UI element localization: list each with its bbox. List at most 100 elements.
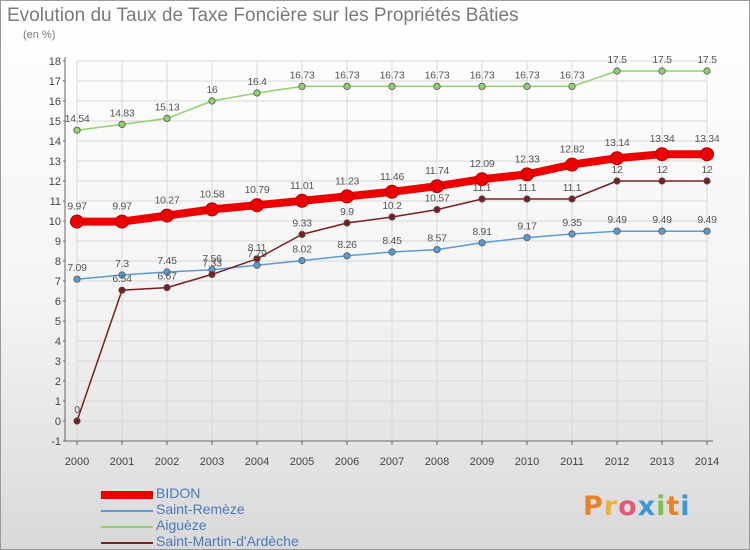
data-point (163, 114, 171, 123)
x-tick-label: 2000 (65, 456, 89, 468)
x-tick-label: 2006 (335, 456, 359, 468)
data-label: 11.46 (380, 171, 404, 183)
data-point (253, 89, 261, 97)
data-point (388, 213, 396, 221)
data-point (520, 167, 534, 182)
data-point (163, 283, 171, 292)
data-point (343, 219, 351, 227)
x-tick-label: 2004 (245, 456, 269, 468)
y-tick-label: 3 (55, 356, 61, 368)
data-label: 7.3 (115, 258, 129, 270)
data-point (118, 286, 126, 294)
data-point (658, 177, 666, 185)
y-tick-label: 0 (55, 416, 61, 428)
data-point (205, 202, 219, 217)
data-label: 6.67 (157, 271, 177, 283)
data-point (343, 252, 351, 260)
legend-swatch-saint-martin (101, 542, 153, 544)
data-point (115, 214, 129, 229)
y-tick-label: 16 (49, 96, 61, 108)
data-point (385, 184, 399, 199)
y-tick-label: 11 (50, 196, 61, 208)
data-label: 16.73 (335, 69, 360, 81)
y-tick-label: 6 (55, 296, 61, 308)
data-label: 7.79 (247, 248, 267, 260)
series-3: 0 6.54 6.67 7.33 8.11 9.33 9.9 10.2 10.57 11.1 11.… (73, 164, 713, 425)
data-label: 16.73 (560, 69, 585, 81)
legend-swatch-aigueze (101, 526, 153, 528)
data-point (610, 151, 624, 166)
y-tick-label: 5 (55, 316, 61, 328)
data-label: 13.34 (650, 133, 675, 145)
data-point (613, 177, 621, 185)
data-point (388, 82, 396, 91)
data-point (655, 147, 669, 162)
chart-title: Evolution du Taux de Taxe Foncière sur l… (7, 5, 519, 26)
legend-label-aigueze: Aiguèze (156, 517, 207, 533)
data-label: 10.58 (200, 188, 225, 200)
logo-letter: x (637, 491, 657, 522)
data-point (433, 206, 441, 214)
x-tick-label: 2011 (560, 456, 584, 468)
data-label: 9.49 (697, 214, 717, 226)
data-label: 9.49 (652, 214, 672, 226)
data-label: 16.73 (470, 69, 495, 81)
y-tick-label: 9 (55, 236, 61, 248)
data-label: 16.73 (380, 69, 405, 81)
data-point (523, 234, 531, 242)
y-tick-label: 13 (49, 156, 61, 168)
data-point (433, 82, 441, 91)
x-tick-label: 2008 (425, 456, 449, 468)
data-label: 16.73 (425, 69, 450, 81)
data-point (340, 189, 354, 204)
data-label: 17.5 (607, 54, 627, 66)
data-label: 9.97 (67, 201, 87, 213)
data-label: 11.1 (473, 182, 492, 194)
series-2: 14.54 14.83 15.13 16 16.4 16.73 16.73 16.73 16.7… (65, 54, 717, 134)
data-point (568, 82, 576, 91)
series-0: 9.97 9.97 10.27 10.58 10.79 11.01 11.23 11.46 11… (67, 133, 720, 229)
x-tick-label: 2001 (110, 456, 134, 468)
data-point (430, 179, 444, 194)
data-point (250, 198, 264, 213)
x-tick-label: 2005 (290, 456, 314, 468)
data-label: 16.73 (290, 69, 315, 81)
data-point (298, 230, 306, 238)
data-point (703, 227, 711, 235)
data-label: 11.01 (290, 180, 314, 192)
data-label: 11.23 (335, 175, 359, 187)
data-label: 10.2 (382, 200, 402, 212)
data-point (700, 147, 714, 162)
data-point (478, 239, 486, 247)
data-point (703, 67, 711, 75)
data-label: 7.09 (67, 262, 87, 274)
logo-letter: r (603, 491, 619, 522)
data-point (478, 195, 486, 203)
data-point (388, 248, 396, 256)
data-point (613, 227, 621, 235)
data-point (298, 82, 306, 91)
x-tick-label: 2012 (605, 456, 629, 468)
legend-swatch-saint-remeze (101, 510, 153, 512)
data-label: 16.73 (515, 69, 540, 81)
data-label: 6.54 (112, 273, 132, 285)
data-label: 11.1 (563, 182, 582, 194)
series-1: 7.09 7.3 7.45 7.56 7.79 8.02 8.26 8.45 8.57 8.91 9… (67, 214, 717, 283)
data-point (703, 177, 711, 185)
y-tick-label: -1 (51, 436, 61, 448)
logo-letter: t (666, 491, 681, 522)
y-tick-label: 14 (49, 136, 61, 148)
data-point (613, 67, 621, 75)
data-point (298, 256, 306, 265)
y-tick-label: 7 (55, 276, 61, 288)
legend-swatch-bidon (101, 491, 153, 499)
legend-label-bidon: BIDON (156, 485, 201, 501)
x-tick-label: 2003 (200, 456, 224, 468)
data-point (475, 172, 489, 187)
data-label: 9.35 (562, 217, 582, 229)
data-label: 7.56 (202, 253, 222, 265)
data-label: 17.5 (652, 54, 672, 66)
legend-label-saint-remeze: Saint-Remèze (156, 501, 245, 517)
x-tick-label: 2007 (380, 456, 404, 468)
logo-letter: P (583, 491, 604, 522)
